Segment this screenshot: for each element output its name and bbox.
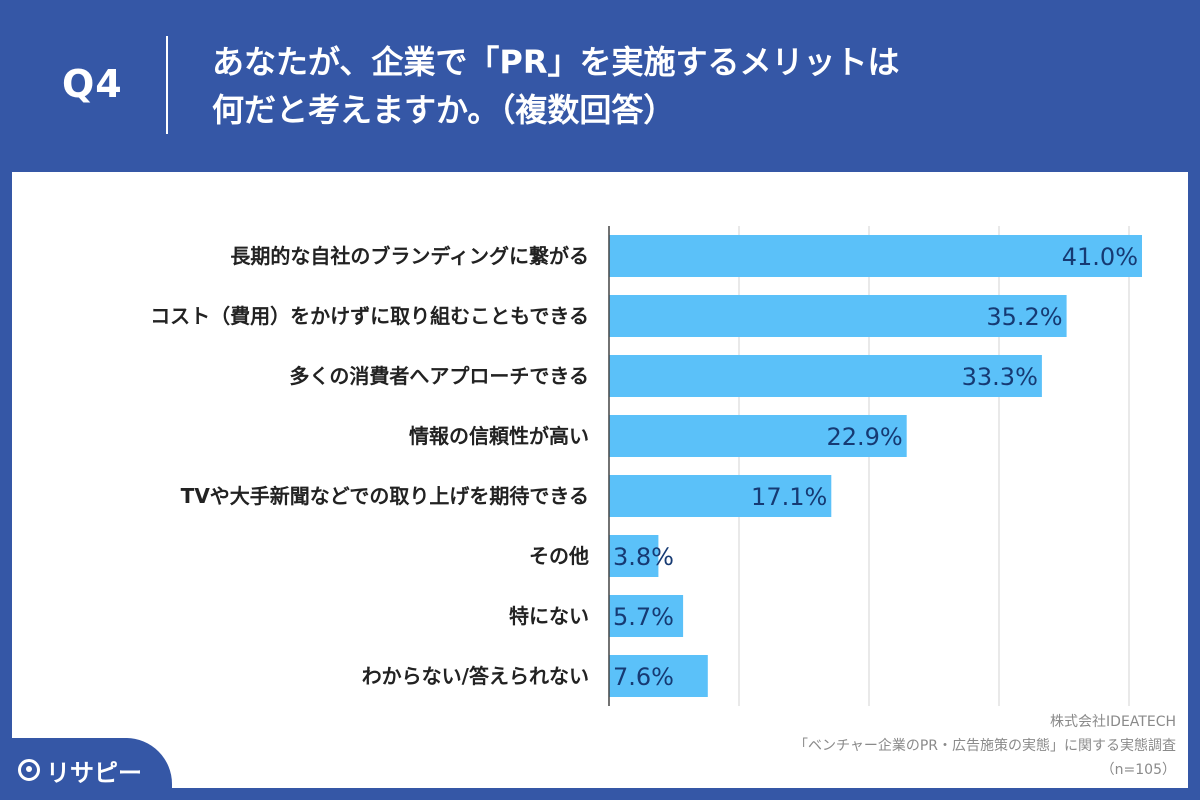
question-title-line-1: あなたが、企業で「PR」を実施するメリットは [212, 43, 900, 81]
value-label: 5.7% [613, 603, 674, 631]
bar [609, 475, 832, 517]
category-label: 多くの消費者へアプローチできる [289, 364, 589, 388]
bar [609, 355, 1042, 397]
value-label: 22.9% [826, 423, 902, 451]
category-label: その他 [529, 544, 589, 568]
category-label: わからない/答えられない [362, 664, 589, 688]
category-label: 長期的な自社のブランディングに繋がる [230, 244, 589, 268]
category-label: 情報の信頼性が高い [409, 424, 589, 448]
logo-icon [18, 759, 40, 781]
logo: リサピー [18, 750, 142, 790]
header: Q4 あなたが、企業で「PR」を実施するメリットは 何だと考えますか。（複数回答… [0, 0, 1200, 170]
question-number: Q4 [62, 62, 123, 106]
value-label: 17.1% [751, 483, 827, 511]
value-label: 35.2% [986, 303, 1062, 331]
bar [609, 595, 684, 637]
bar [609, 295, 1067, 337]
value-label: 3.8% [613, 543, 674, 571]
bar [609, 535, 659, 577]
source-sample-size: （n=105） [1100, 762, 1176, 778]
bar [609, 235, 1142, 277]
header-divider [166, 36, 168, 134]
source-company: 株式会社IDEATECH [1050, 714, 1176, 730]
source-survey: 「ベンチャー企業のPR・広告施策の実態」に関する実態調査 [793, 738, 1176, 754]
value-label: 7.6% [613, 663, 674, 691]
category-label: コスト（費用）をかけずに取り組むこともできる [150, 304, 589, 328]
bar [609, 655, 708, 697]
question-title-line-2: 何だと考えますか。（複数回答） [212, 91, 676, 129]
category-label: TVや大手新聞などでの取り上げを期待できる [181, 484, 589, 508]
logo-text: リサピー [46, 758, 142, 787]
value-label: 41.0% [1062, 243, 1138, 271]
source-note: 株式会社IDEATECH 「ベンチャー企業のPR・広告施策の実態」に関する実態調… [794, 710, 1176, 782]
question-title: あなたが、企業で「PR」を実施するメリットは 何だと考えますか。（複数回答） [212, 38, 899, 134]
bar [609, 415, 907, 457]
value-label: 33.3% [962, 363, 1038, 391]
category-label: 特にない [509, 604, 589, 628]
